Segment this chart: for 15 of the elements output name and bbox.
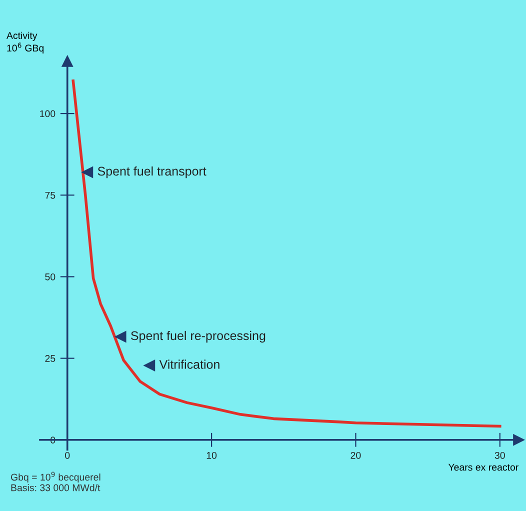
x-tick-label: 10 — [206, 452, 217, 459]
line-series — [72, 80, 502, 428]
y-tick-label: 100 — [40, 110, 56, 118]
y-tick-label: 75 — [45, 192, 56, 199]
annotation: Spent fuel re-processing — [131, 330, 266, 343]
annotation: Spent fuel transport — [98, 166, 206, 178]
y-tick-label: 50 — [45, 273, 56, 280]
y-axis-title: Activity 10$^{6}$ GBq — [6, 32, 44, 54]
x-tick-label: 30 — [494, 452, 505, 459]
y-tick-label: 25 — [45, 355, 56, 362]
text: Gbq = 10$^{9}$ becquerel Basis: 33 000 MWd/t — [11, 472, 100, 492]
x-tick-label: 20 — [350, 452, 361, 459]
x-axis-title: Years ex reactor — [448, 464, 518, 471]
annotation: Vitrification — [159, 360, 220, 369]
x-tick-label: 0 — [65, 452, 70, 459]
